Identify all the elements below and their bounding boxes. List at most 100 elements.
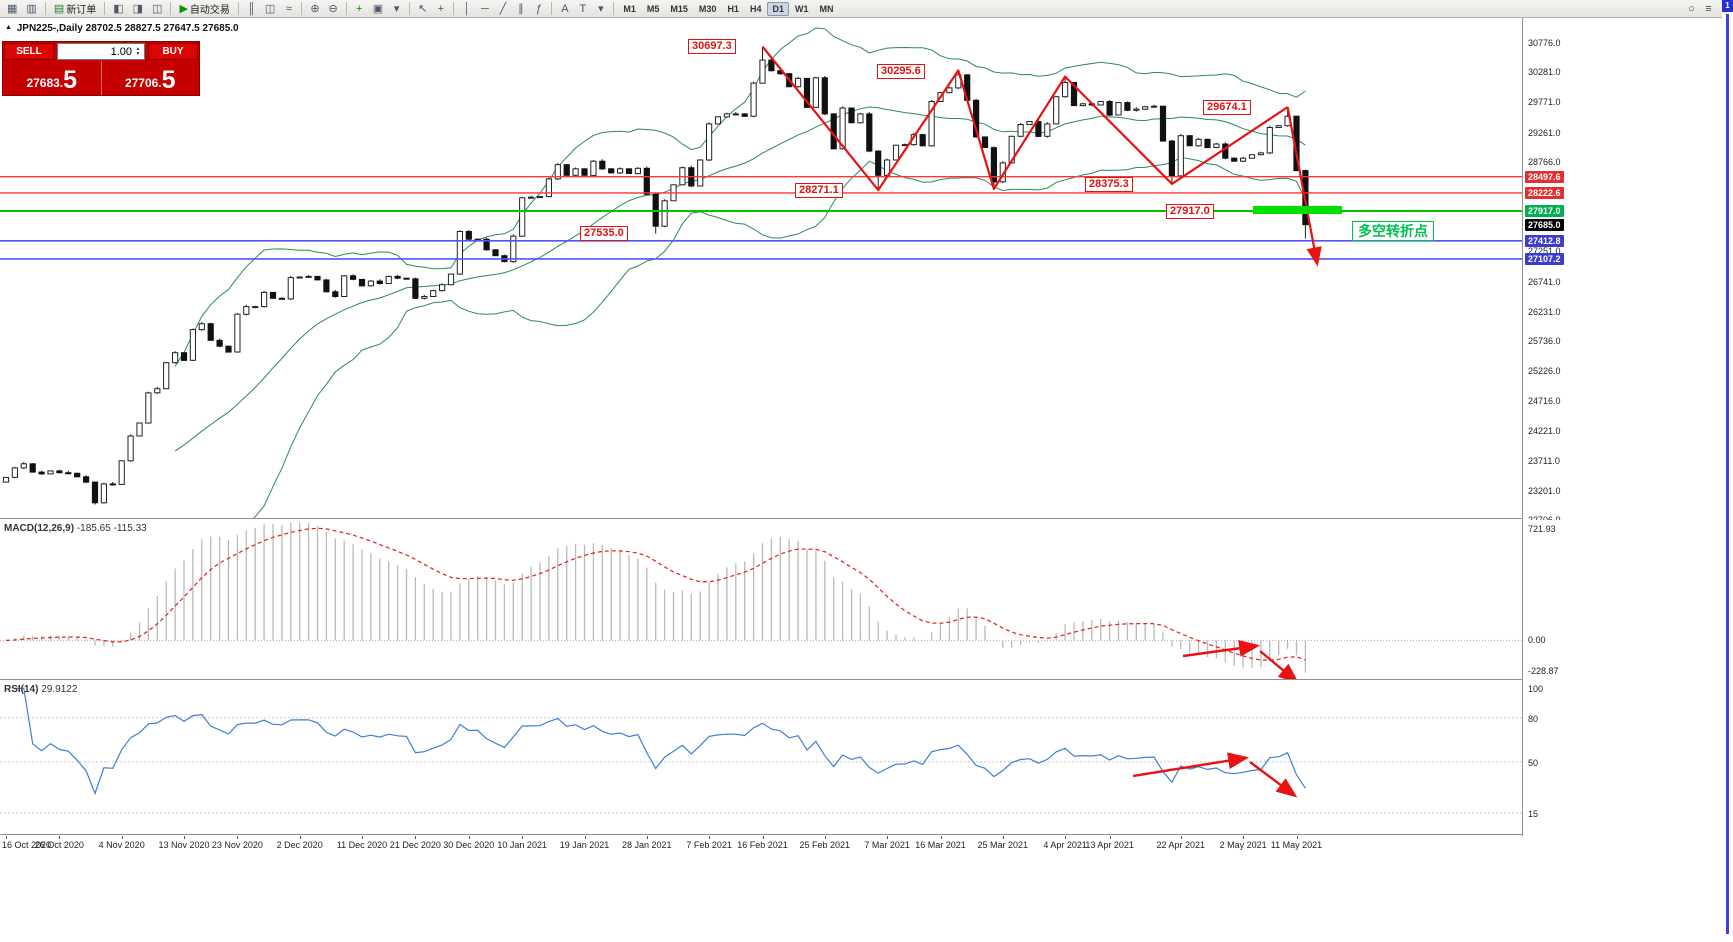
date-tick (1296, 836, 1298, 839)
toolbar-separator (613, 2, 615, 15)
buy-price[interactable]: 27706. 5 (102, 61, 200, 95)
date-tick (646, 836, 648, 839)
timeframe-h4-button[interactable]: H4 (749, 3, 762, 14)
buy-price-prefix: 27706. (124, 76, 162, 90)
market-watch-icon: ◧ (113, 2, 124, 15)
candlestick-chart[interactable] (0, 18, 1522, 519)
quick-menu-button[interactable]: ≡ (1700, 1, 1717, 17)
rsi-indicator-pane[interactable] (0, 681, 1522, 835)
timeframe-m30-button[interactable]: M30 (698, 3, 717, 14)
volume-input[interactable]: 1.00 ▲ ▼ (57, 43, 145, 60)
price-annotation-label[interactable]: 28271.1 (795, 183, 843, 198)
crosshair-button[interactable]: + (432, 1, 449, 17)
close-value: 27685.0 (202, 23, 239, 34)
date-tick (59, 836, 61, 839)
main-chart-pane[interactable] (0, 18, 1522, 519)
autotrading-button-button[interactable]: ▶ 自动交易 (175, 1, 233, 17)
timeframe-m15-button[interactable]: M15 (670, 3, 688, 14)
price-annotation-label[interactable]: 29674.1 (1203, 100, 1251, 115)
date-label: 26 Oct 2020 (34, 840, 84, 850)
fibonacci-button[interactable]: ƒ (530, 1, 547, 17)
vertical-line-icon: │ (463, 2, 471, 15)
date-tick (1180, 836, 1182, 839)
sell-price-pip: 5 (63, 66, 78, 94)
timeframe-w1-button[interactable]: W1 (794, 3, 809, 14)
macd-chart[interactable] (0, 520, 1522, 680)
toolbar-separator (345, 2, 347, 15)
volume-spinner[interactable]: ▲ ▼ (133, 44, 143, 59)
search-button[interactable]: ○ (1683, 1, 1700, 17)
line-chart-button[interactable]: ≈ (280, 1, 297, 17)
price-annotation-label[interactable]: 30295.6 (877, 64, 925, 79)
turning-point-note[interactable]: 多空转折点 (1352, 221, 1434, 241)
timeframe-m5-button[interactable]: M5 (646, 3, 660, 14)
date-tick (1002, 836, 1004, 839)
rsi-tick-label: 80 (1528, 713, 1539, 724)
zoom-out-button[interactable]: ⊖ (325, 1, 342, 17)
macd-indicator-pane[interactable] (0, 520, 1522, 680)
cursor-button[interactable]: ↖ (414, 1, 431, 17)
price-level-chip: 27917.0 (1525, 205, 1564, 217)
date-tick (1065, 836, 1067, 839)
timeframe-m1-button[interactable]: M1 (623, 3, 636, 14)
tile-windows-icon: ▣ (372, 2, 384, 15)
templates-icon: ▾ (393, 2, 400, 15)
sell-price[interactable]: 27683. 5 (3, 61, 102, 95)
rsi-axis[interactable]: 100 80 50 15 (1522, 681, 1722, 836)
rsi-chart[interactable] (0, 681, 1522, 835)
price-annotation-label[interactable]: 27535.0 (580, 226, 628, 241)
spinner-down-icon[interactable]: ▼ (135, 50, 141, 57)
timeframe-h1-button[interactable]: H1 (727, 3, 739, 14)
rsi-indicator-label: RSI(14) 29.9122 (4, 684, 77, 695)
date-label: 4 Nov 2020 (98, 840, 145, 850)
horizontal-line-icon: ─ (480, 2, 489, 15)
price-annotation-label[interactable]: 28375.3 (1085, 177, 1133, 192)
data-window-icon: ◨ (132, 2, 144, 15)
zoom-in-button[interactable]: ⊕ (306, 1, 323, 17)
price-axis[interactable]: 30776.0 30281.0 29771.0 29261.0 28766.0 27251… (1522, 18, 1722, 520)
equidistant-channel-button[interactable]: ∥ (512, 1, 529, 17)
scrollbar-top-button[interactable]: 1 (1722, 0, 1733, 12)
new-order-button-button[interactable]: ▤ 新订单 (50, 1, 100, 17)
indicators-button[interactable]: + (351, 1, 368, 17)
shapes-button[interactable]: ▾ (592, 1, 609, 17)
data-window-button[interactable]: ◨ (129, 1, 147, 17)
date-tick (887, 836, 889, 839)
buy-button[interactable]: BUY (148, 43, 198, 60)
toolbar-separator (170, 2, 172, 15)
date-tick (762, 836, 764, 839)
support-highlight-bar[interactable] (1253, 206, 1342, 214)
price-annotation-label[interactable]: 30697.3 (688, 39, 736, 54)
toolbar-separator (551, 2, 553, 15)
text-icon: A (561, 2, 569, 15)
spinner-up-icon[interactable]: ▲ (135, 45, 141, 52)
date-tick (584, 836, 586, 839)
new-chart-button[interactable]: ▦ (3, 1, 21, 17)
templates-button[interactable]: ▾ (388, 1, 405, 17)
tile-windows-button[interactable]: ▣ (369, 1, 387, 17)
price-tick-label: 27251.0 (1528, 246, 1561, 257)
candlestick-chart-button[interactable]: ◫ (261, 1, 279, 17)
chart-profiles-button[interactable]: ▥ (22, 1, 40, 17)
price-annotation-label[interactable]: 27917.0 (1166, 204, 1214, 219)
sell-button[interactable]: SELL (4, 43, 54, 60)
collapse-arrow-icon[interactable]: ▲ (5, 24, 12, 31)
timeframe-mn-button[interactable]: MN (819, 3, 834, 14)
scrollbar-track[interactable] (1726, 14, 1729, 934)
rsi-value: 29.9122 (41, 684, 78, 695)
horizontal-line-button[interactable]: ─ (476, 1, 493, 17)
toolbar-separator (237, 2, 239, 15)
macd-axis[interactable]: 721.93 0.00 -228.87 (1522, 520, 1722, 681)
navigator-button[interactable]: ◫ (148, 1, 166, 17)
text-label-button[interactable]: T (574, 1, 591, 17)
main-toolbar: ○ ≡ ▦ ▥ ▤ 新订单 ◧ ◨ ◫ ▶ 自动交易 ║ ◫ ≈ ⊕ ⊖ + ▣ ▾ ↖ + │ ─ ╱ ∥ ƒ A T ▾ M1 M5 M… (0, 0, 1733, 18)
bar-chart-button[interactable]: ║ (243, 1, 260, 17)
time-axis[interactable]: 16 Oct 2020 26 Oct 2020 4 Nov 2020 13 Nov 2… (0, 836, 1522, 852)
vertical-line-button[interactable]: │ (458, 1, 475, 17)
trendline-button[interactable]: ╱ (494, 1, 511, 17)
timeframe-d1-button[interactable]: D1 (767, 1, 789, 16)
vertical-scrollbar[interactable]: 1 (1722, 0, 1733, 942)
text-button[interactable]: A (556, 1, 573, 17)
market-watch-button[interactable]: ◧ (109, 1, 127, 17)
date-tick (1243, 836, 1245, 839)
